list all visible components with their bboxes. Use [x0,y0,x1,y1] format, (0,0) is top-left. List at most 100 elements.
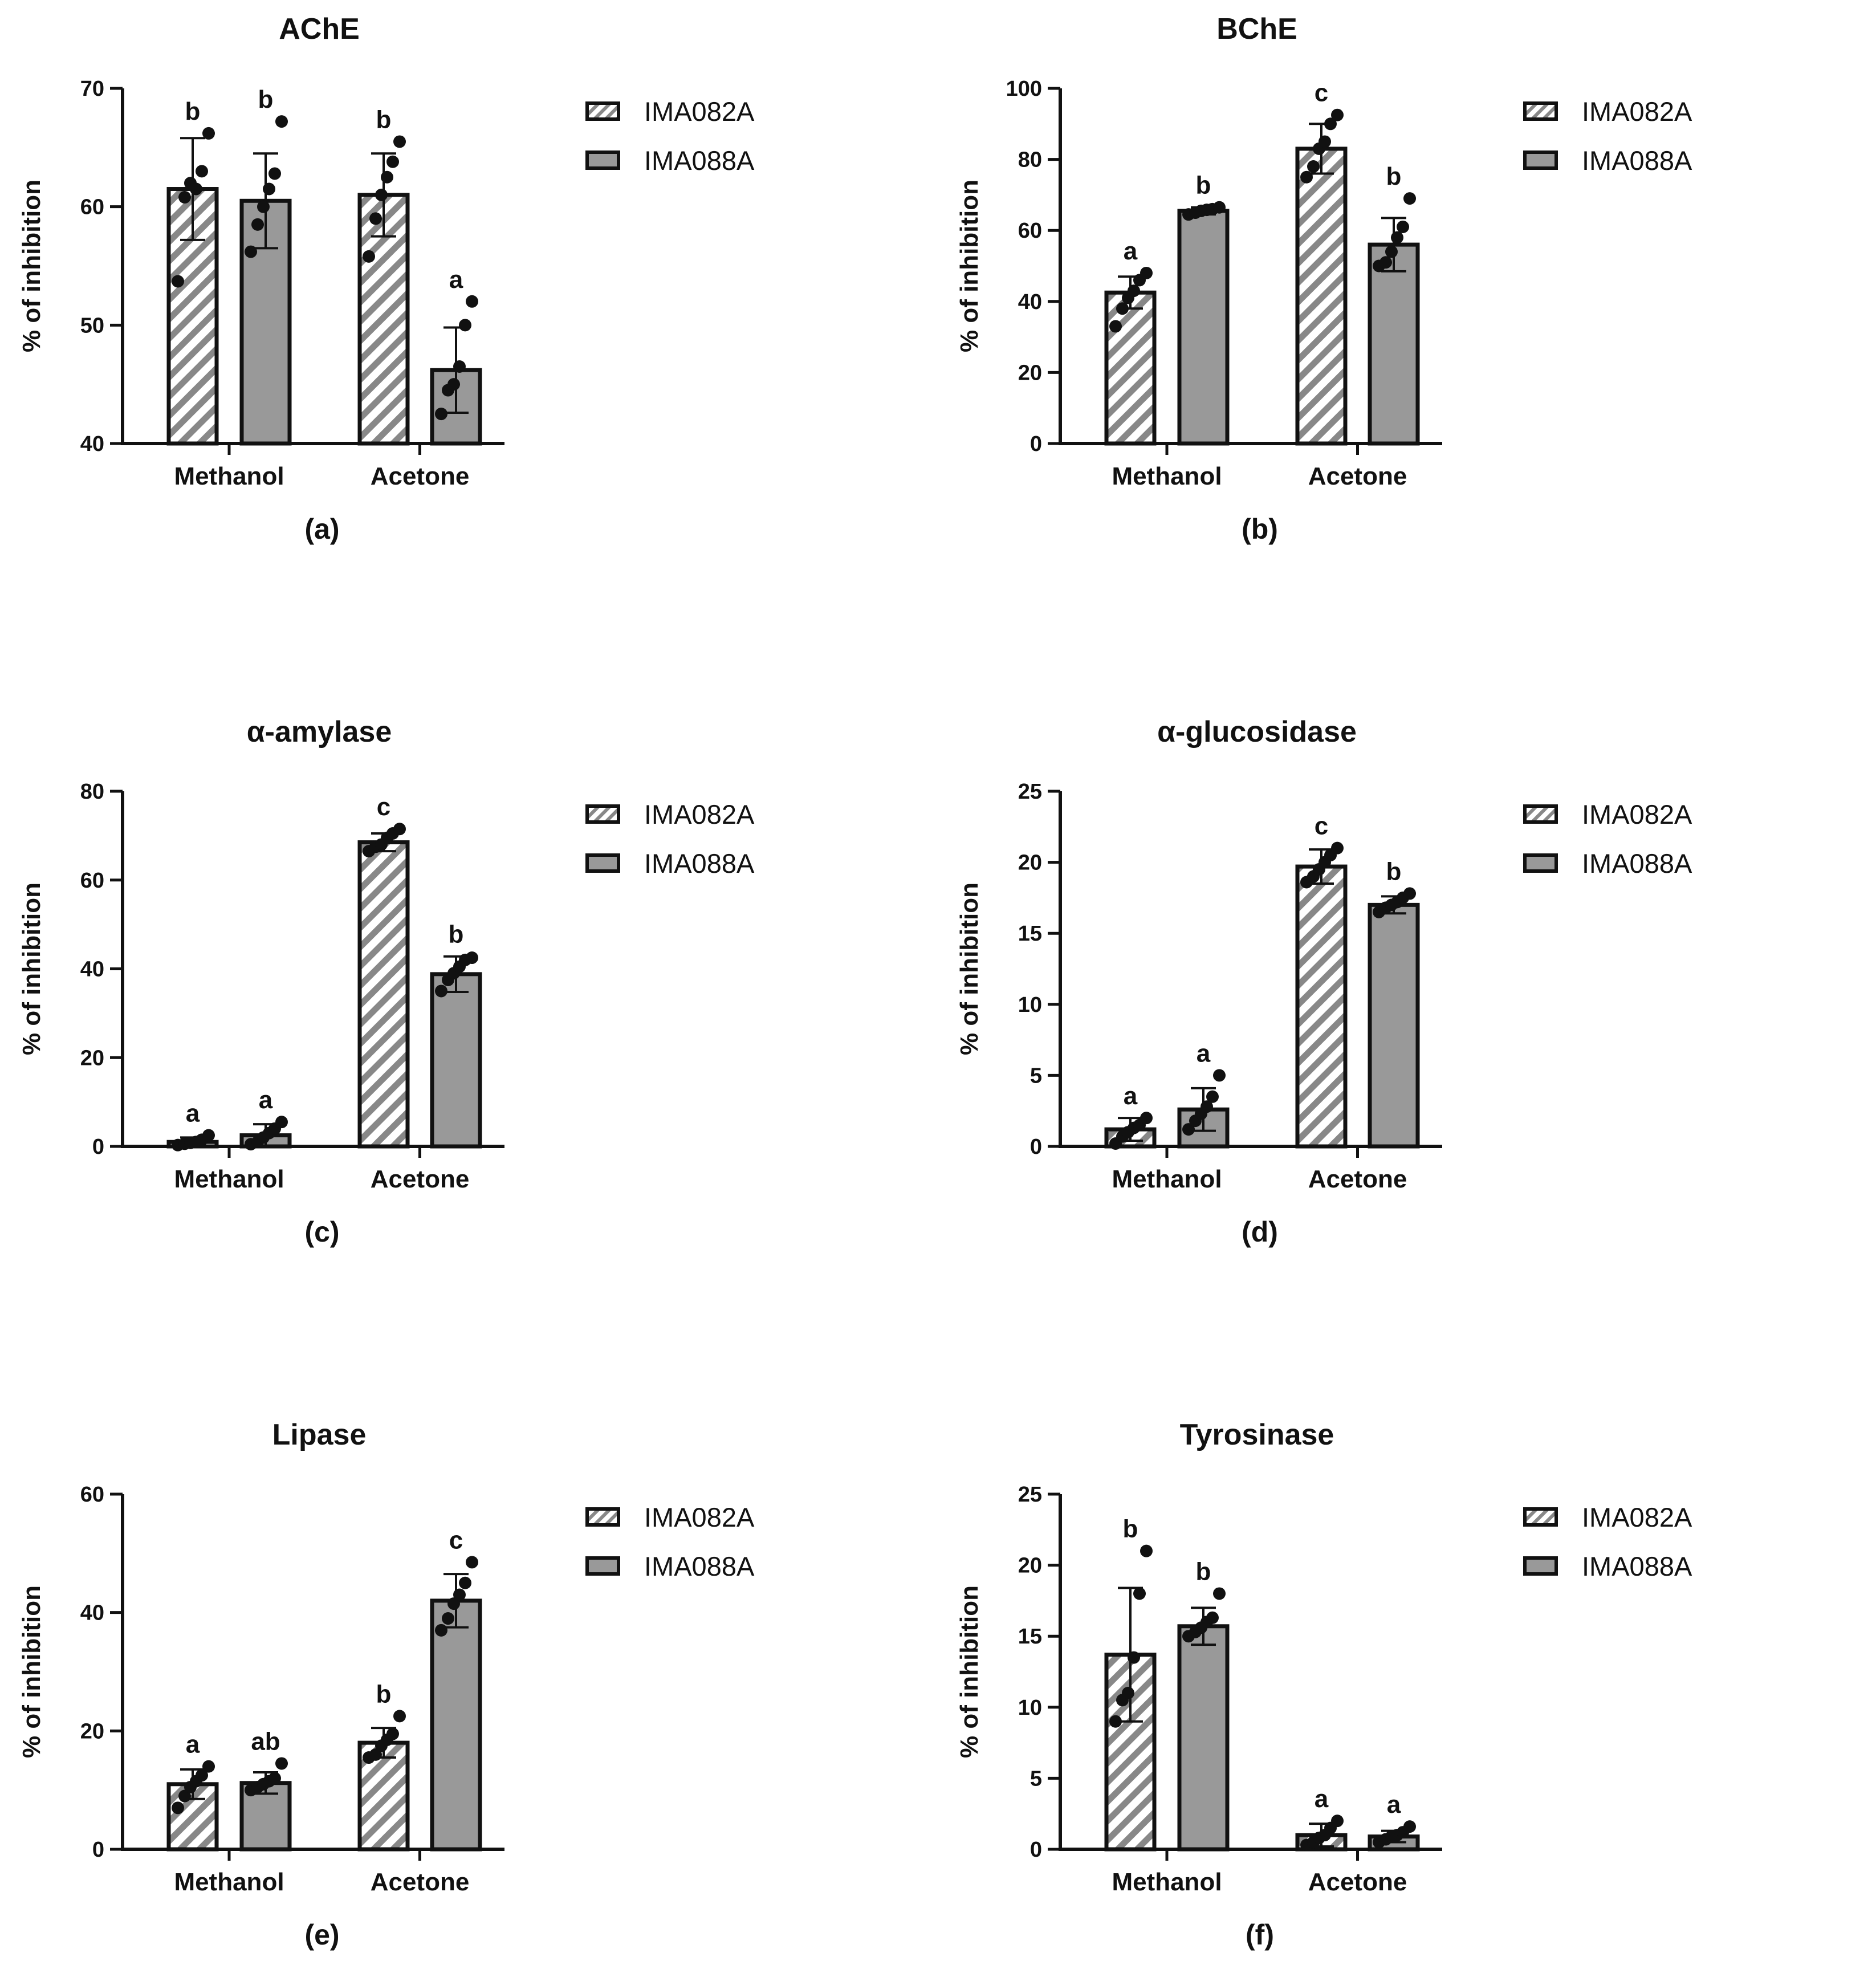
legend-swatch [585,1507,620,1527]
y-axis-label: % of inhibition [955,882,983,1055]
data-point [375,188,388,201]
data-point [190,182,202,196]
legend-label: IMA082A [1582,799,1692,829]
data-point [369,212,382,225]
data-point [1213,1069,1226,1082]
legend-swatch [585,150,620,170]
data-point [435,1624,447,1637]
y-tick-label: 15 [1018,1625,1042,1649]
panel-5: Lipase % of inhibition 0 20 40 60 Methanol Acet… [18,1418,755,1951]
data-point [447,378,460,391]
legend-label: IMA082A [644,1502,755,1532]
bar [430,1598,482,1852]
chart-title: α-amylase [247,715,392,748]
data-point [1403,1820,1416,1833]
significance-letter: a [1315,1785,1329,1813]
legend-swatch [585,101,620,121]
x-tick-label: Methanol [1112,1165,1222,1193]
x-tick-label: Acetone [1308,1165,1407,1193]
bar [1177,209,1230,446]
data-point [196,165,208,178]
bar [1295,147,1348,446]
legend-label: IMA082A [1582,1502,1692,1532]
data-point [1403,887,1416,900]
data-point [459,319,471,332]
significance-letter: a [259,1086,273,1114]
legend-swatch [585,1556,620,1576]
y-tick-label: 25 [1018,780,1042,804]
data-point [275,1116,288,1129]
data-point [386,155,399,168]
y-tick-label: 20 [1018,361,1042,385]
y-tick-label: 20 [80,1046,104,1070]
data-point [453,1588,466,1601]
y-tick-label: 100 [1006,77,1042,101]
y-tick-label: 20 [80,1719,104,1743]
legend-swatch [1523,804,1558,824]
bar [1177,1624,1230,1852]
legend-label: IMA088A [644,145,755,176]
y-tick-label: 5 [1030,1767,1042,1791]
data-point [1140,266,1153,279]
data-point [1300,170,1313,184]
significance-letter: c [449,1526,463,1554]
bar [1368,242,1420,446]
significance-letter: b [1196,1557,1211,1585]
legend-swatch [1523,101,1558,121]
y-axis-label: % of inhibition [955,180,983,352]
significance-letter: c [377,793,390,821]
bar [430,972,482,1149]
legend-swatch [585,853,620,873]
data-point [435,985,447,998]
significance-letter: b [1386,162,1402,190]
chart-title: BChE [1216,13,1297,46]
legend-label: IMA088A [644,848,755,878]
bar [1104,290,1157,446]
y-tick-label: 40 [1018,290,1042,314]
chart-title: α-glucosidase [1157,715,1357,748]
data-point [1201,1100,1213,1113]
y-axis-label: % of inhibition [18,180,46,352]
y-tick-label: 10 [1018,1696,1042,1720]
y-tick-label: 25 [1018,1483,1042,1507]
y-tick-label: 0 [1030,1135,1042,1159]
x-tick-label: Methanol [1112,462,1222,490]
y-tick-label: 10 [1018,993,1042,1017]
data-point [393,823,406,836]
y-tick-label: 80 [1018,148,1042,172]
data-point [363,250,375,263]
data-point [257,200,270,213]
data-point [1140,1544,1153,1557]
significance-letter: b [1386,857,1402,885]
data-point [1379,256,1392,269]
data-point [435,408,447,421]
y-tick-label: 20 [1018,851,1042,875]
data-point [1385,245,1398,258]
data-point [178,1789,191,1803]
data-point [1140,1112,1153,1125]
bar [1368,902,1420,1149]
legend-label: IMA088A [1582,1551,1692,1581]
legend-swatch [1523,853,1558,873]
data-point [172,275,184,288]
significance-letter: a [186,1731,200,1759]
data-point [263,182,275,196]
data-point [1397,220,1409,233]
data-point [1122,1686,1134,1699]
data-point [1128,1651,1140,1664]
data-point [1109,320,1122,333]
significance-letter: b [1196,172,1211,200]
data-point [1391,231,1403,244]
y-tick-label: 60 [80,196,104,219]
x-tick-label: Acetone [1308,462,1407,490]
significance-letter: ab [251,1727,280,1755]
data-point [1331,841,1344,855]
data-point [268,1772,281,1785]
panel-label: (b) [1242,513,1278,545]
data-point [1206,1090,1219,1103]
panel-2: BChE % of inhibition 0 20 40 60 80 100 Methanol A… [955,13,1692,545]
data-point [1319,135,1331,148]
legend-swatch [585,804,620,824]
legend-swatch [1523,1507,1558,1527]
